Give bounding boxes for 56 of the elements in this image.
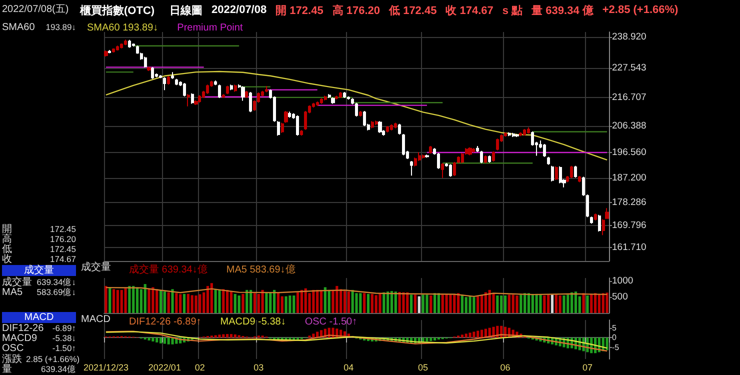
- y-tick-label: 206.388: [612, 120, 646, 132]
- x-tick-label: 2022/01: [148, 362, 181, 372]
- series-label: 成交量 639.34↓億: [129, 264, 208, 276]
- series-label: OSC -1.50↑: [304, 316, 358, 328]
- chart-subtitle: 日線圖: [170, 4, 203, 18]
- text: Premium Point: [177, 22, 243, 34]
- y-tick-label: 5: [612, 323, 617, 332]
- x-tick-label: 06: [500, 362, 510, 372]
- x-tick-label: 2021/12/23: [83, 362, 128, 372]
- y-tick-label: 1000: [612, 276, 634, 287]
- text: 高 176.20: [2, 234, 76, 245]
- y-tick-label: 169.796: [612, 220, 646, 232]
- text: 2022/07/08(五): [2, 4, 69, 15]
- text: DIF12-26 -6.89↑: [2, 323, 76, 334]
- x-tick-label: 02: [194, 362, 205, 372]
- y-tick-label: 187.200: [612, 172, 646, 184]
- text: 收 174.67: [2, 254, 76, 265]
- text: 高 176.20: [332, 4, 380, 18]
- text: 漲跌 2.85 (+1.66%): [2, 354, 80, 365]
- text: MA5 583.69億↓: [2, 287, 76, 298]
- text: OSC -1.50↑: [2, 343, 76, 354]
- y-tick-label: 238.920: [612, 32, 646, 43]
- y-tick-label: 178.286: [612, 196, 646, 208]
- y-tick-label: 216.707: [612, 92, 646, 104]
- series-label: DIF12-26 -6.89↑: [129, 316, 202, 328]
- text: s 點: [502, 4, 523, 18]
- y-tick-label: 161.710: [612, 242, 646, 254]
- text: 低 172.45: [2, 244, 76, 255]
- text: +2.85 (+1.66%): [602, 4, 678, 16]
- text: MACD: [2, 312, 76, 323]
- chart-title: 櫃買指數(OTC): [80, 4, 155, 18]
- x-tick-label: 03: [254, 362, 264, 372]
- y-tick-label: -5: [612, 342, 620, 352]
- text: 量 639.34億: [2, 364, 76, 375]
- text: 量 639.34 億: [532, 4, 594, 18]
- x-tick-label: 04: [344, 362, 354, 372]
- y-tick-label: 500: [612, 292, 628, 303]
- text: 成交量 639.34億↓: [2, 277, 76, 288]
- series-label: MA5 583.69↓億: [226, 264, 296, 276]
- text: 開 172.45: [2, 224, 76, 235]
- x-tick-label: 07: [582, 362, 592, 372]
- chart-title: MACD: [81, 314, 110, 326]
- text: 收 174.67: [446, 4, 494, 18]
- text: 開 172.45: [276, 4, 324, 18]
- y-tick-label: 0: [612, 333, 617, 342]
- chart-title: 成交量: [81, 262, 111, 274]
- text: SMA60 193.89↓: [87, 22, 158, 34]
- y-tick-label: 227.543: [612, 62, 646, 74]
- text: SMA60 193.89↓: [2, 22, 76, 33]
- series-label: MACD9 -5.38↓: [220, 316, 286, 328]
- text: 低 172.45: [389, 4, 437, 18]
- text: 成交量: [2, 265, 76, 276]
- text: MACD9 -5.38↓: [2, 333, 76, 344]
- y-tick-label: 196.560: [612, 147, 646, 158]
- text: 2022/07/08: [212, 4, 267, 16]
- x-tick-label: 05: [418, 362, 428, 372]
